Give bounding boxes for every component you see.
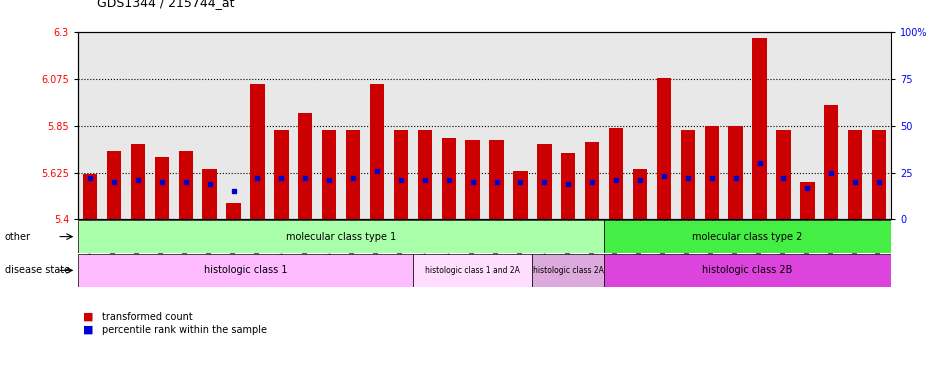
Bar bbox=[298, 113, 312, 219]
Text: histologic class 2A: histologic class 2A bbox=[532, 266, 603, 275]
Bar bbox=[227, 203, 241, 219]
Bar bbox=[274, 130, 288, 219]
Text: histologic class 1: histologic class 1 bbox=[204, 266, 287, 275]
Bar bbox=[604, 220, 890, 253]
Bar bbox=[78, 254, 412, 287]
Bar bbox=[532, 254, 604, 287]
Bar bbox=[847, 130, 862, 219]
Bar bbox=[561, 153, 575, 219]
Bar bbox=[369, 84, 384, 219]
Bar bbox=[441, 138, 455, 219]
Bar bbox=[537, 144, 551, 219]
Bar bbox=[776, 130, 790, 219]
Bar bbox=[632, 170, 646, 219]
Bar bbox=[250, 84, 265, 219]
Text: ■: ■ bbox=[83, 312, 93, 322]
Text: transformed count: transformed count bbox=[102, 312, 192, 322]
Bar bbox=[585, 142, 599, 219]
Bar bbox=[83, 174, 97, 219]
Bar bbox=[78, 220, 604, 253]
Bar bbox=[800, 182, 814, 219]
Text: histologic class 1 and 2A: histologic class 1 and 2A bbox=[425, 266, 520, 275]
Bar bbox=[412, 254, 532, 287]
Text: other: other bbox=[5, 232, 30, 242]
Text: disease state: disease state bbox=[5, 266, 69, 275]
Text: molecular class type 1: molecular class type 1 bbox=[286, 232, 396, 242]
Bar bbox=[322, 130, 336, 219]
Bar bbox=[465, 140, 479, 219]
Text: percentile rank within the sample: percentile rank within the sample bbox=[102, 325, 267, 335]
Bar bbox=[202, 170, 217, 219]
Bar bbox=[130, 144, 145, 219]
Bar bbox=[489, 140, 504, 219]
Bar bbox=[417, 130, 431, 219]
Text: GDS1344 / 215744_at: GDS1344 / 215744_at bbox=[97, 0, 234, 9]
Bar bbox=[680, 130, 694, 219]
Text: histologic class 2B: histologic class 2B bbox=[702, 266, 792, 275]
Bar bbox=[823, 105, 838, 219]
Bar bbox=[178, 151, 192, 219]
Text: ■: ■ bbox=[83, 325, 93, 335]
Bar bbox=[727, 126, 742, 219]
Text: molecular class type 2: molecular class type 2 bbox=[692, 232, 802, 242]
Bar bbox=[154, 157, 169, 219]
Bar bbox=[656, 78, 670, 219]
Bar bbox=[513, 171, 527, 219]
Bar bbox=[107, 151, 121, 219]
Bar bbox=[871, 130, 885, 219]
Bar bbox=[604, 254, 890, 287]
Bar bbox=[704, 126, 718, 219]
Bar bbox=[393, 130, 407, 219]
Bar bbox=[346, 130, 360, 219]
Bar bbox=[608, 128, 623, 219]
Bar bbox=[751, 38, 766, 219]
